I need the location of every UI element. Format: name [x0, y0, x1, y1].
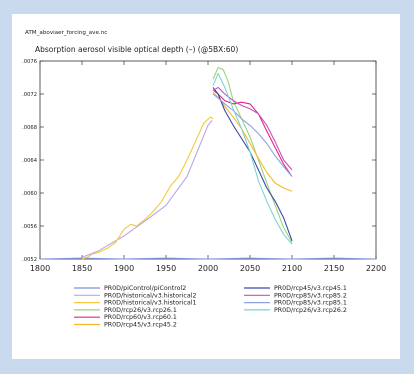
- x-tick-label: 1950: [156, 264, 176, 273]
- legend-label: PR0D/rcp60/v3.rcp60.1: [104, 314, 177, 321]
- series-line-10: [212, 72, 293, 245]
- series-line-6: [212, 91, 293, 192]
- x-tick-label: 1800: [30, 264, 50, 273]
- series-line-5: [212, 89, 293, 177]
- line-chart: ATM_aboviaer_forcing_ave.nc Absorption a…: [22, 30, 386, 329]
- legend-label: PR0D/historical/v3.historical1: [104, 300, 197, 307]
- series-line-8: [212, 86, 293, 171]
- chart-filename: ATM_aboviaer_forcing_ave.nc: [25, 30, 107, 36]
- legend-label: PR0D/rcp45/v3.rcp45.2: [104, 322, 177, 329]
- y-tick-label: .0060: [22, 191, 37, 197]
- y-tick-label: .0056: [22, 224, 37, 230]
- legend: PR0D/piControl/piControl2PR0D/historical…: [74, 285, 347, 329]
- series-line-1: [39, 257, 377, 260]
- legend-label: PR0D/rcp26/v3.rcp26.2: [274, 307, 347, 314]
- y-tick-label: .0064: [22, 158, 38, 164]
- x-tick-label: 1850: [72, 264, 92, 273]
- chart-title: Absorption aerosol visible optical depth…: [35, 45, 238, 54]
- legend-label: PR0D/rcp26/v3.rcp26.1: [104, 307, 177, 314]
- x-axis: 1800 1850 1900 1950 2000 2050 2100 2150 2200: [30, 61, 386, 273]
- plot-area: [39, 60, 377, 260]
- legend-label: PR0D/rcp45/v3.rcp45.1: [274, 285, 347, 292]
- y-tick-label: .0068: [22, 125, 37, 131]
- figure-panel: ATM_aboviaer_forcing_ave.nc Absorption a…: [12, 14, 400, 359]
- series-line-3: [81, 116, 214, 260]
- x-tick-label: 2200: [366, 264, 386, 273]
- y-tick-label: .0072: [22, 92, 37, 98]
- x-tick-label: 2000: [198, 264, 218, 273]
- legend-label: PR0D/historical/v3.historical2: [104, 292, 197, 299]
- legend-label: PR0D/rcp85/v3.rcp85.1: [274, 300, 347, 307]
- legend-label: PR0D/rcp85/v3.rcp85.2: [274, 292, 347, 299]
- x-tick-label: 2150: [324, 264, 344, 273]
- series-line-4: [212, 67, 293, 243]
- y-tick-label: .0052: [22, 257, 37, 263]
- x-tick-label: 2050: [240, 264, 260, 273]
- legend-label: PR0D/piControl/piControl2: [104, 285, 186, 292]
- series-line-2: [81, 120, 213, 258]
- y-tick-label: .0076: [22, 59, 37, 65]
- series-line-9: [212, 93, 293, 177]
- x-tick-label: 2100: [282, 264, 302, 273]
- x-tick-label: 1900: [114, 264, 134, 273]
- series-group: [39, 67, 377, 260]
- y-axis: .0052 .0056 .0060 .0064 .0068 .0072 .0076: [22, 59, 376, 263]
